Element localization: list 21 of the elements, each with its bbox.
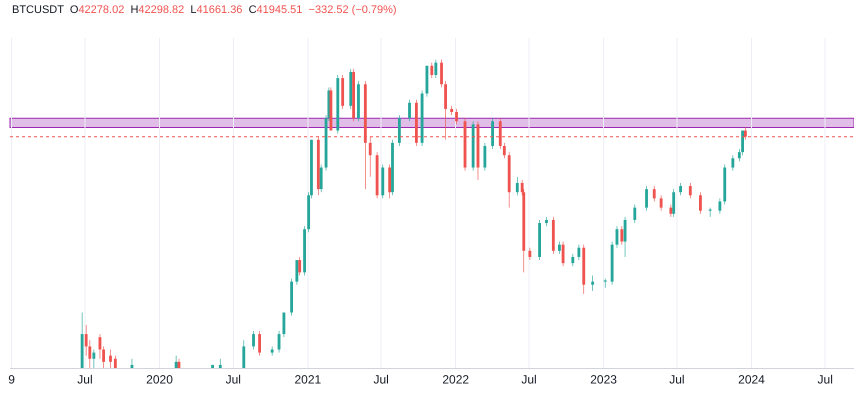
- x-tick-label: Jul: [669, 372, 685, 386]
- x-tick-label: 2023: [590, 372, 618, 386]
- text: H42298.82: [130, 4, 184, 16]
- x-tick-label: Jul: [818, 372, 833, 386]
- candlestick: [130, 358, 134, 368]
- x-tick-label: 2022: [442, 372, 470, 386]
- x-tick-label: Jul: [373, 372, 389, 386]
- x-tick-label: Jul: [226, 372, 241, 386]
- text: −332.52 (−0.79%): [308, 4, 397, 16]
- candlestick: [545, 216, 548, 226]
- text: O42278.02: [70, 4, 124, 16]
- text: L41661.36: [190, 4, 242, 16]
- text: C41945.51: [248, 4, 302, 16]
- x-tick-label: 2020: [146, 372, 174, 386]
- x-tick-label: 2024: [738, 372, 766, 386]
- chart-title: BTCUSDT: [12, 4, 64, 16]
- candlestick: [109, 350, 112, 368]
- x-tick-label: Jul: [77, 372, 93, 386]
- x-tick-label: 2021: [294, 372, 322, 386]
- x-tick-label: 9: [8, 372, 16, 386]
- x-tick-label: Jul: [521, 372, 537, 386]
